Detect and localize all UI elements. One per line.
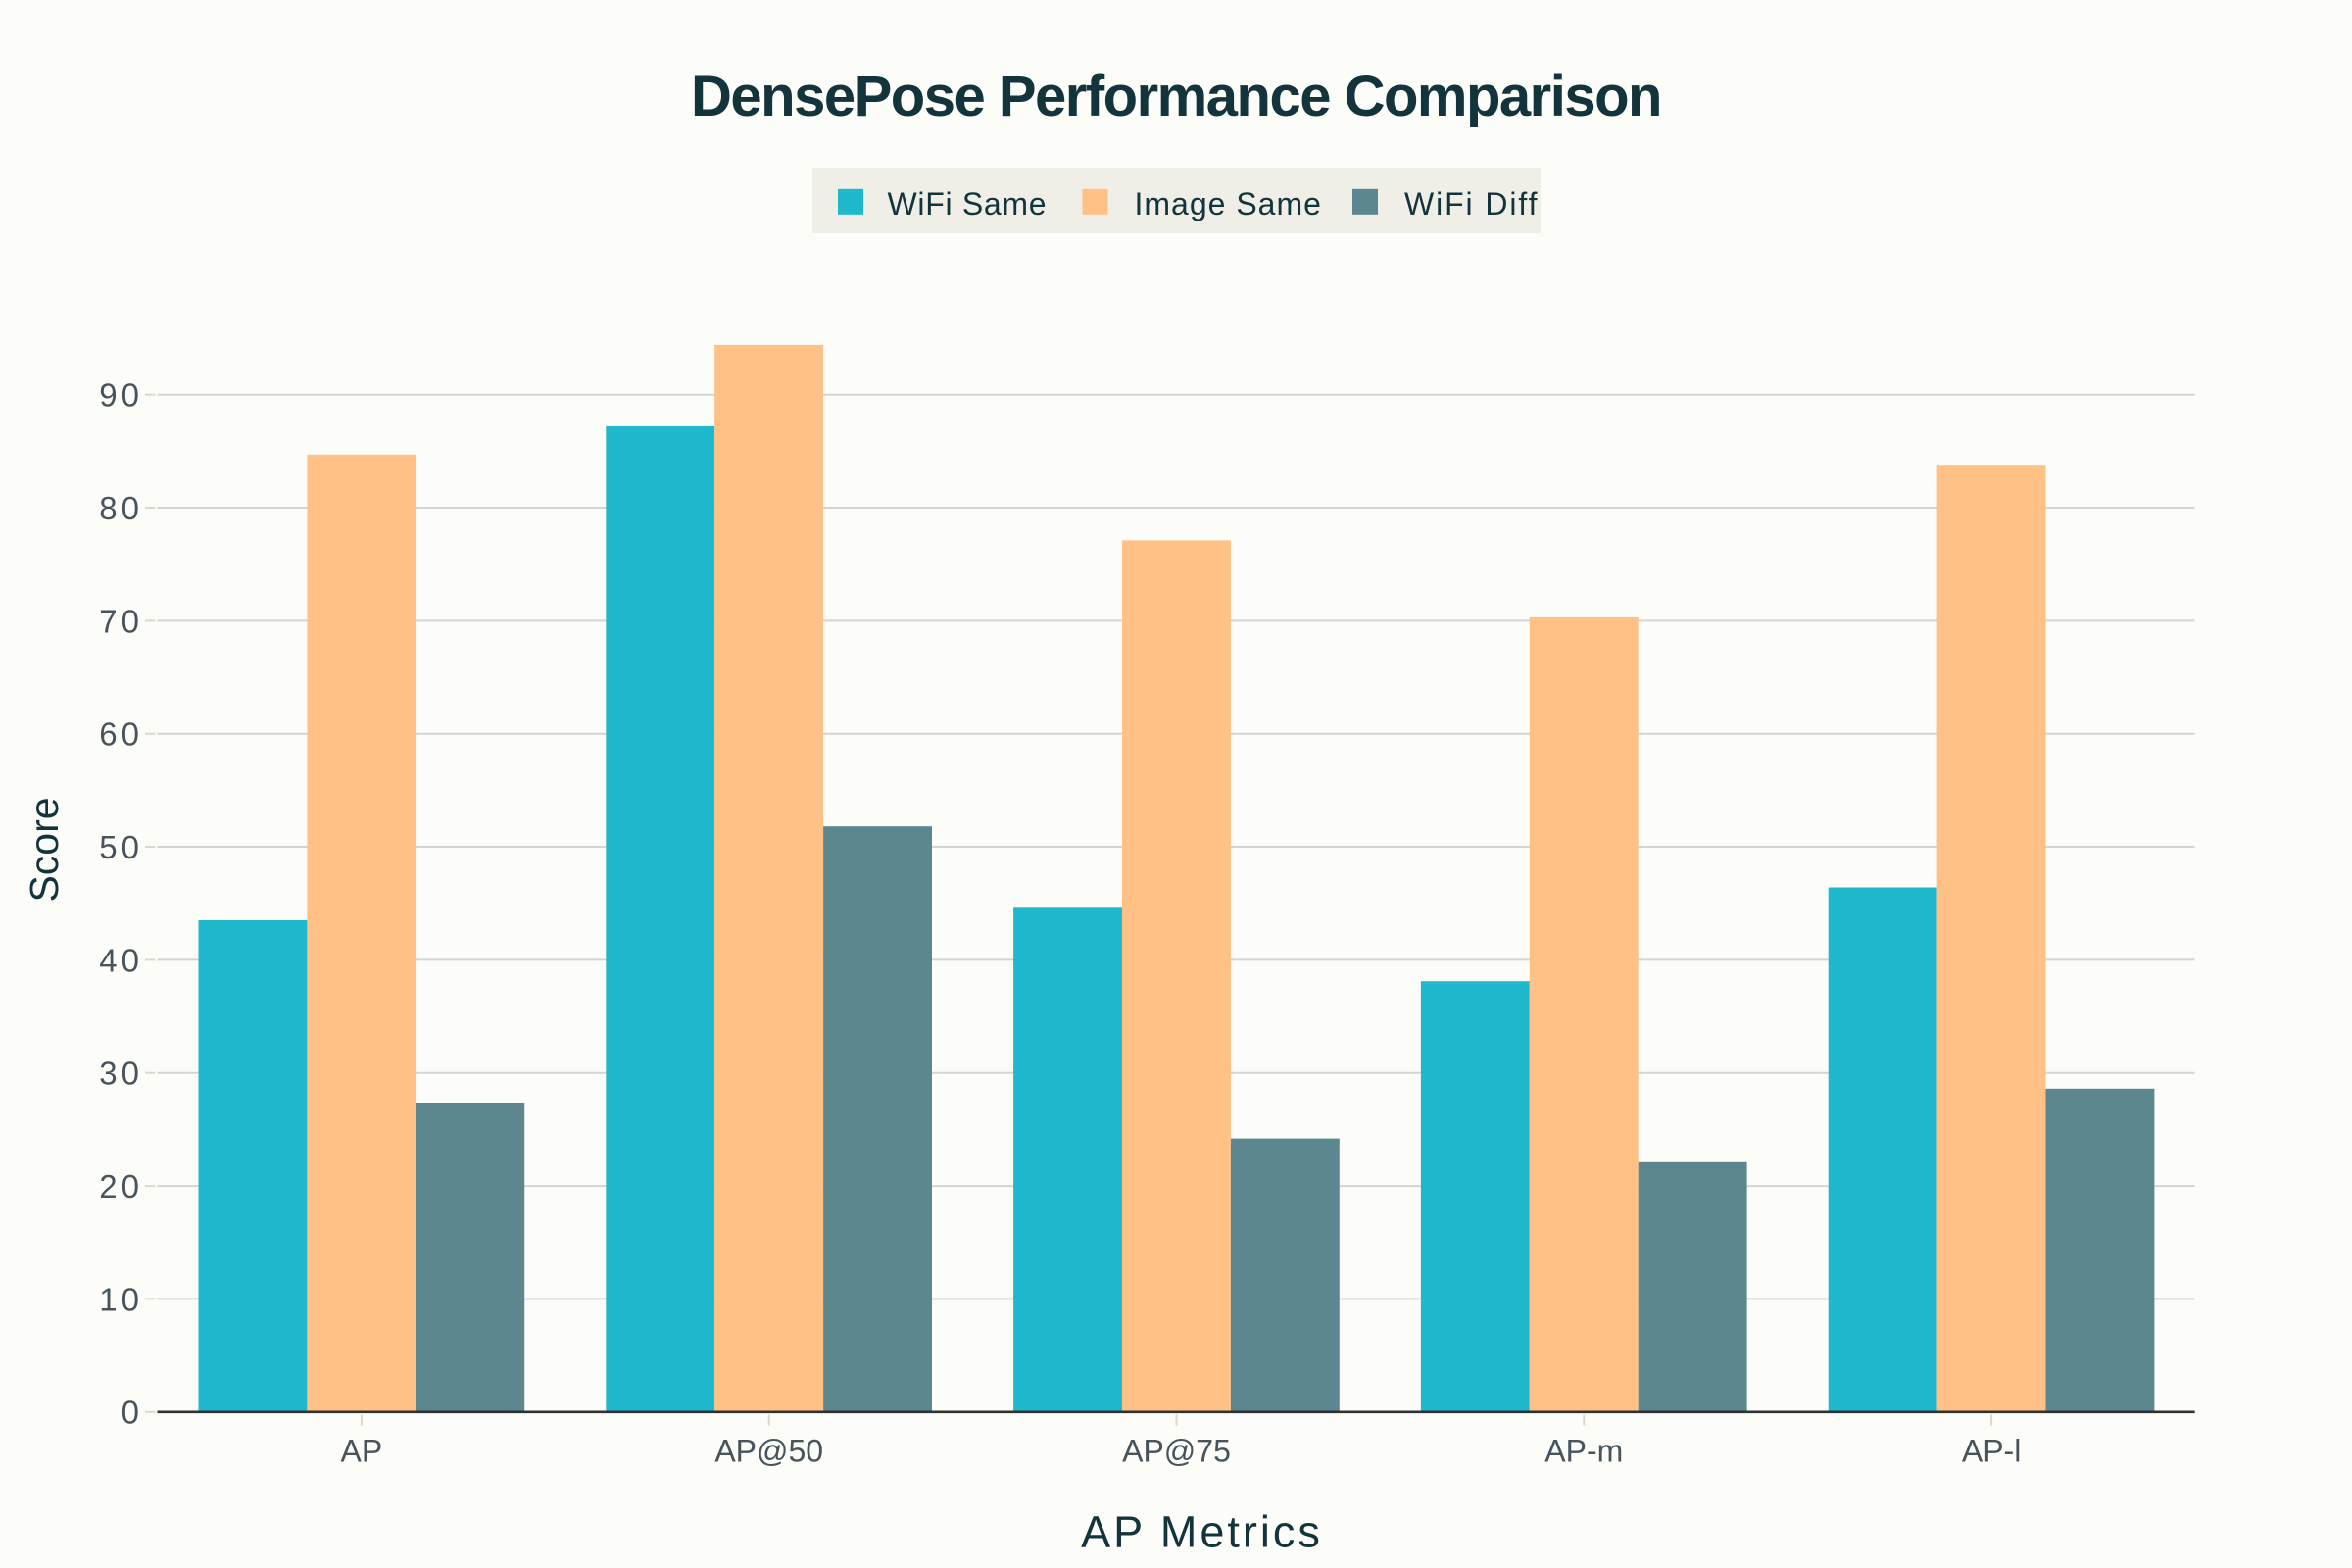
svg-text:AP Metrics: AP Metrics (1081, 1506, 1323, 1556)
svg-text:40: 40 (99, 942, 143, 978)
svg-text:90: 90 (99, 377, 143, 414)
svg-text:60: 60 (99, 716, 143, 753)
svg-text:10: 10 (99, 1281, 143, 1317)
svg-text:WiFi Diff: WiFi Diff (1404, 186, 1539, 221)
svg-text:70: 70 (99, 603, 143, 639)
svg-text:AP@75: AP@75 (1122, 1434, 1231, 1469)
svg-text:AP-l: AP-l (1962, 1434, 2021, 1469)
svg-text:AP: AP (341, 1434, 383, 1469)
svg-text:AP@50: AP@50 (714, 1434, 823, 1469)
svg-text:AP-m: AP-m (1544, 1434, 1623, 1469)
svg-text:50: 50 (99, 829, 143, 865)
svg-text:Image Same: Image Same (1135, 186, 1322, 221)
svg-text:30: 30 (99, 1055, 143, 1092)
svg-text:0: 0 (122, 1395, 143, 1431)
svg-text:DensePose Performance Comparis: DensePose Performance Comparison (691, 65, 1661, 128)
svg-text:WiFi Same: WiFi Same (888, 186, 1048, 221)
svg-text:Score: Score (22, 797, 67, 902)
svg-text:80: 80 (99, 490, 143, 526)
svg-text:20: 20 (99, 1168, 143, 1204)
